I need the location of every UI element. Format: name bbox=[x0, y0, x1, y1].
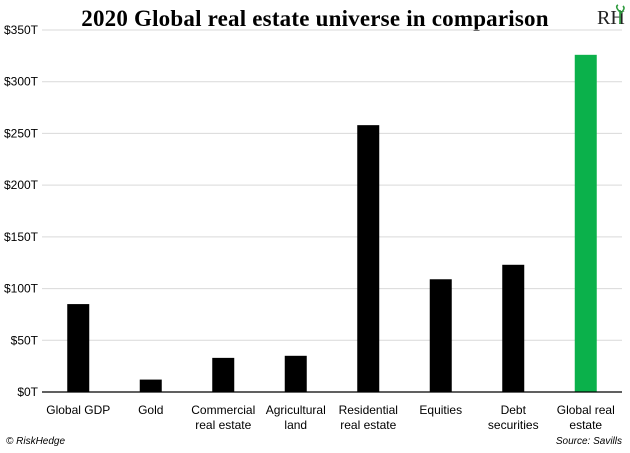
logo-sprout-icon bbox=[615, 4, 625, 24]
y-tick-label: $200T bbox=[4, 178, 39, 192]
bar bbox=[212, 357, 235, 392]
bar bbox=[357, 125, 380, 392]
bar bbox=[502, 264, 525, 392]
y-tick-label: $150T bbox=[4, 230, 39, 244]
y-tick-label: $350T bbox=[4, 23, 39, 37]
x-category-label: Equities bbox=[419, 403, 462, 417]
y-tick-label: $50T bbox=[11, 333, 39, 347]
x-category-label: Gold bbox=[138, 403, 163, 417]
y-tick-label: $300T bbox=[4, 75, 39, 89]
y-axis-ticks: $0T $50T $100T $150T $200T $250T $300T $350T bbox=[4, 23, 39, 399]
riskhedge-logo: RH bbox=[597, 4, 625, 29]
x-axis-categories: Global GDP Gold Commercial real estate Agric… bbox=[46, 403, 615, 432]
x-category-label: Global GDP bbox=[46, 403, 110, 417]
x-category-label: Debt securities bbox=[488, 403, 539, 432]
y-tick-label: $100T bbox=[4, 282, 39, 296]
bar bbox=[284, 355, 307, 392]
y-tick-label: $0T bbox=[17, 385, 38, 399]
x-category-label: Global real estate bbox=[557, 403, 615, 432]
source-text: Source: Savills bbox=[555, 436, 622, 447]
x-category-label: Commercial real estate bbox=[191, 403, 255, 432]
bar bbox=[429, 279, 452, 392]
bar bbox=[67, 304, 90, 392]
grid-lines bbox=[42, 29, 622, 341]
bar bbox=[139, 379, 162, 392]
y-tick-label: $250T bbox=[4, 126, 39, 140]
x-category-label: Residential real estate bbox=[339, 403, 398, 432]
bar bbox=[574, 54, 597, 393]
x-category-label: Agricultural land bbox=[266, 403, 326, 432]
bars bbox=[67, 54, 597, 393]
copyright-text: © RiskHedge bbox=[6, 436, 66, 447]
logo-text: RH bbox=[597, 7, 625, 29]
chart-title: 2020 Global real estate universe in comp… bbox=[81, 6, 549, 31]
